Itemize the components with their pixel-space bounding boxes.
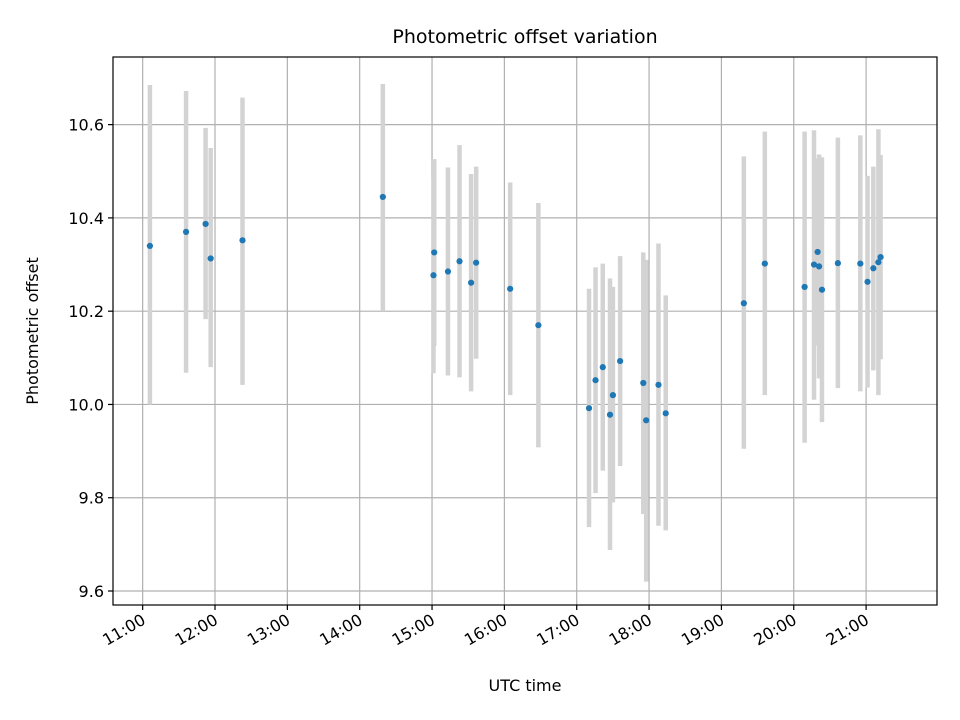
- data-points: [146, 193, 884, 424]
- data-point: [643, 417, 650, 424]
- data-point: [585, 405, 593, 412]
- data-point: [468, 279, 475, 286]
- data-point: [535, 322, 542, 329]
- y-axis-ticks: 9.6 9.8 10.0 10.2 10.4 10.6: [68, 116, 113, 601]
- data-point: [182, 228, 190, 235]
- chart-title: Photometric offset variation: [392, 26, 657, 48]
- data-point: [857, 260, 864, 267]
- data-point: [640, 379, 647, 387]
- data-point: [473, 259, 480, 266]
- y-tick-label: 10.0: [68, 395, 104, 414]
- data-point: [877, 253, 884, 261]
- data-point: [430, 272, 437, 279]
- y-tick-label: 10.2: [68, 302, 104, 321]
- y-tick-label: 9.8: [79, 489, 104, 508]
- y-tick-label: 9.6: [79, 582, 104, 601]
- plot-frame: [112, 56, 938, 606]
- data-point: [592, 377, 599, 384]
- data-point: [202, 220, 209, 228]
- data-point: [599, 364, 606, 371]
- data-point: [606, 411, 614, 418]
- data-point: [662, 410, 669, 417]
- data-point: [875, 259, 882, 266]
- data-point: [864, 278, 871, 285]
- data-point: [617, 357, 624, 365]
- data-point: [834, 260, 841, 267]
- y-tick-label: 10.6: [68, 116, 104, 135]
- y-tick-label: 10.4: [68, 209, 104, 228]
- data-point: [146, 242, 153, 249]
- data-point: [740, 300, 747, 307]
- data-point: [456, 258, 463, 265]
- data-point: [507, 285, 514, 292]
- data-point: [444, 268, 452, 275]
- data-point: [815, 263, 823, 270]
- data-point: [239, 237, 246, 244]
- data-point: [379, 193, 386, 201]
- data-point: [814, 248, 821, 256]
- data-point: [207, 255, 214, 262]
- data-point: [609, 392, 616, 399]
- data-point: [870, 265, 877, 272]
- data-point: [431, 249, 438, 256]
- data-point: [761, 260, 768, 267]
- y-axis-title: Photometric offset: [23, 257, 42, 405]
- x-axis-title: UTC time: [489, 676, 562, 695]
- data-point: [655, 381, 662, 388]
- data-point: [801, 283, 808, 291]
- data-point: [810, 261, 818, 268]
- data-point: [818, 286, 826, 293]
